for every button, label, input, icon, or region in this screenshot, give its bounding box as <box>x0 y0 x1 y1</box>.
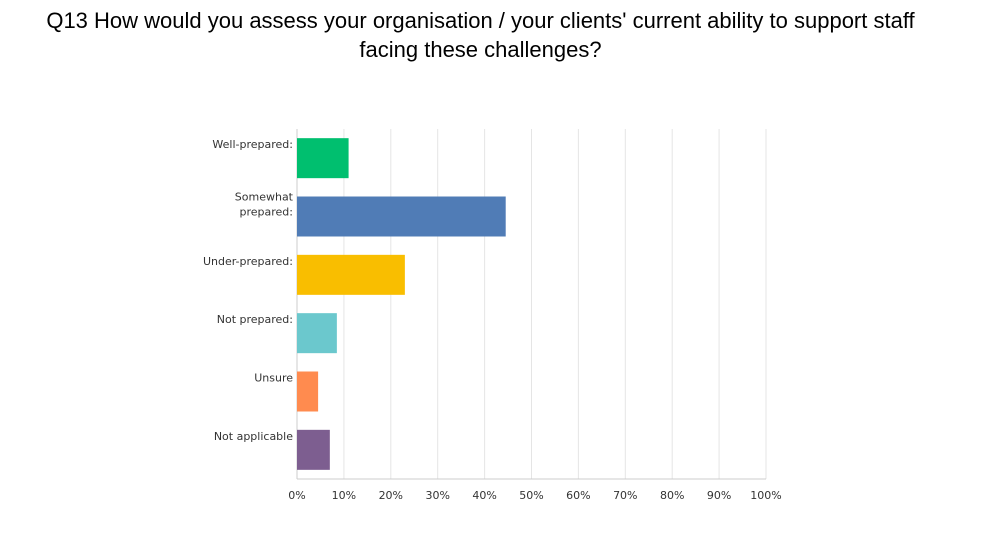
category-label-1-1: prepared: <box>240 206 294 219</box>
x-tick-label-9: 90% <box>707 489 731 502</box>
x-tick-label-7: 70% <box>613 489 637 502</box>
x-tick-label-6: 60% <box>566 489 590 502</box>
category-label-0-0: Well-prepared: <box>212 138 293 151</box>
category-label-3-0: Not prepared: <box>217 313 293 326</box>
x-tick-label-5: 50% <box>519 489 543 502</box>
bar-1 <box>297 196 506 237</box>
x-tick-label-1: 10% <box>332 489 356 502</box>
bar-3 <box>297 313 337 354</box>
x-tick-label-0: 0% <box>288 489 305 502</box>
bar-5 <box>297 429 330 470</box>
chart-title-line-2: facing these challenges? <box>359 37 602 62</box>
x-tick-label-3: 30% <box>425 489 449 502</box>
chart-title: Q13 How would you assess your organisati… <box>0 6 961 64</box>
category-label-5-0: Not applicable <box>214 430 293 443</box>
bar-4 <box>297 371 319 412</box>
x-tick-label-2: 20% <box>379 489 403 502</box>
x-tick-label-8: 80% <box>660 489 684 502</box>
category-label-1-0: Somewhat <box>235 191 294 204</box>
chart-title-line-1: Q13 How would you assess your organisati… <box>46 8 915 33</box>
x-tick-label-10: 100% <box>750 489 781 502</box>
bar-0 <box>297 138 349 179</box>
bar-2 <box>297 254 405 295</box>
x-tick-label-4: 40% <box>472 489 496 502</box>
category-label-2-0: Under-prepared: <box>203 255 293 268</box>
category-label-4-0: Unsure <box>254 372 293 385</box>
